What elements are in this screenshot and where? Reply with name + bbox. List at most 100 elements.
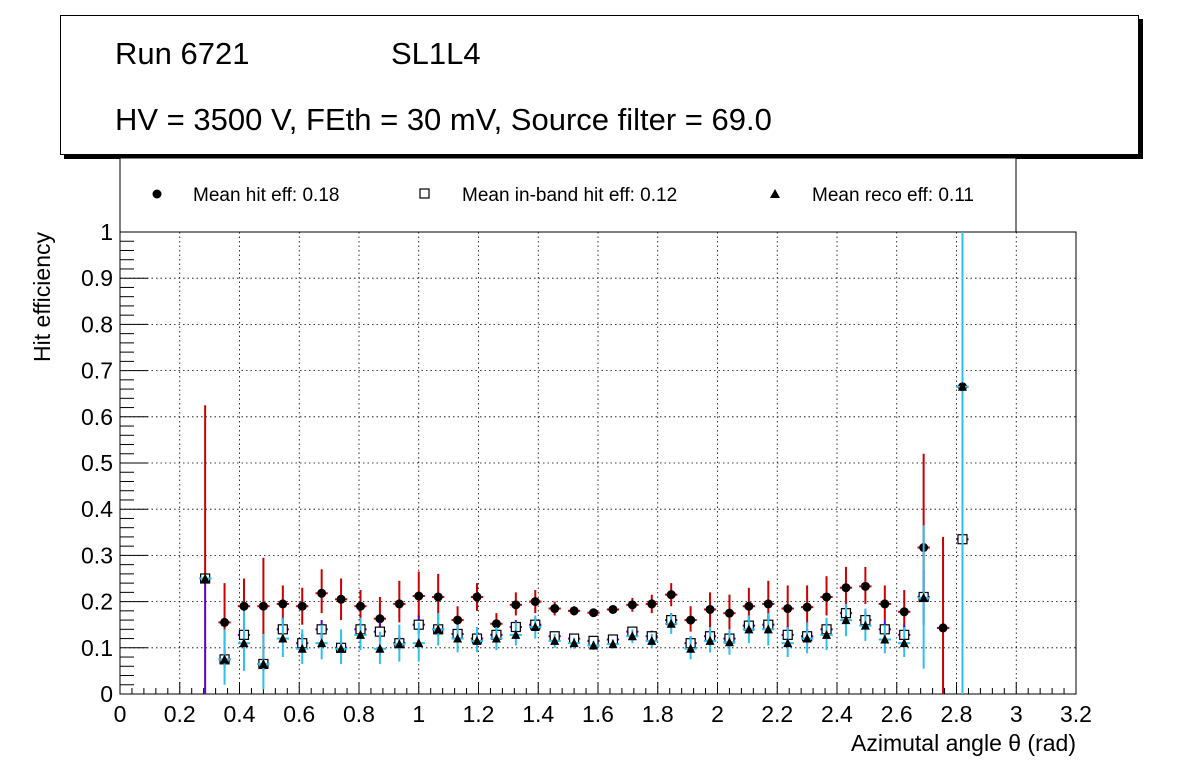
hit-eff-point: [336, 594, 346, 604]
x-tick-label: 0.4: [224, 701, 256, 727]
reco-eff-point: [744, 624, 754, 634]
run-label: Run 6721: [115, 36, 250, 71]
y-tick-label: 0.3: [81, 542, 113, 568]
legend-inband-marker: [419, 188, 430, 199]
reco-eff-point: [569, 638, 579, 648]
hit-eff-point: [569, 606, 579, 616]
reco-eff-point: [957, 381, 967, 391]
hit-eff-point: [589, 608, 599, 618]
reco-eff-point: [433, 624, 443, 634]
legend-inband-label: Mean in-band hit eff: 0.12: [462, 185, 677, 206]
reco-eff-point: [627, 631, 637, 641]
y-tick-label: 0.5: [81, 450, 113, 476]
reco-eff-point: [394, 639, 404, 649]
reco-eff-point: [414, 638, 424, 648]
data-points: [199, 232, 969, 694]
reco-eff-point: [511, 629, 521, 639]
hit-eff-point: [841, 583, 851, 593]
hit-eff-point: [530, 597, 540, 607]
hit-eff-point: [220, 617, 230, 627]
hit-eff-point: [802, 602, 812, 612]
hit-eff-point: [433, 592, 443, 602]
x-tick-label: 0.8: [343, 701, 375, 727]
x-tick-label: 2.2: [761, 701, 793, 727]
reco-eff-point: [530, 622, 540, 632]
reco-eff-point: [355, 629, 365, 639]
hit-eff-point: [491, 619, 501, 629]
hit-eff-point: [763, 599, 773, 609]
reco-eff-point: [258, 658, 268, 668]
legend-reco-marker: [770, 189, 780, 198]
reco-eff-point: [220, 654, 230, 664]
hit-eff-point: [647, 599, 657, 609]
hit-eff-point: [550, 604, 560, 614]
hit-eff-point: [938, 623, 948, 633]
x-tick-label: 1: [412, 701, 425, 727]
x-tick-label: 0.6: [283, 701, 315, 727]
y-tick-label: 0.2: [81, 589, 113, 615]
layer-label: SL1L4: [391, 36, 481, 71]
hit-eff-point: [394, 599, 404, 609]
hit-eff-point: [705, 604, 715, 614]
x-tick-label: 3: [1010, 701, 1023, 727]
reco-eff-point: [647, 635, 657, 645]
hit-eff-point: [472, 592, 482, 602]
reco-eff-point: [453, 633, 463, 643]
hit-eff-point: [375, 614, 385, 624]
hit-eff-point: [239, 601, 249, 611]
y-tick-label: 0: [100, 681, 113, 707]
hit-eff-point: [822, 592, 832, 602]
legend-hit-marker: [152, 189, 162, 199]
hit-eff-point: [297, 601, 307, 611]
hit-eff-point: [666, 590, 676, 600]
reco-eff-point: [317, 638, 327, 648]
reco-eff-point: [608, 639, 618, 649]
hit-eff-point: [860, 581, 870, 591]
grid-lines: [120, 232, 1076, 694]
reco-eff-point: [278, 633, 288, 643]
reco-eff-point: [239, 638, 249, 648]
hit-eff-point: [453, 615, 463, 625]
reco-eff-point: [589, 640, 599, 650]
reco-eff-point: [880, 634, 890, 644]
reco-eff-point: [491, 633, 501, 643]
reco-eff-point: [297, 643, 307, 653]
reco-eff-point: [763, 624, 773, 634]
y-axis-label: Hit efficiency: [29, 232, 55, 362]
hit-eff-point: [317, 588, 327, 598]
hit-eff-point: [744, 601, 754, 611]
hit-eff-point: [511, 600, 521, 610]
x-tick-label: 0: [114, 701, 127, 727]
reco-eff-point: [550, 635, 560, 645]
hit-eff-point: [355, 601, 365, 611]
reco-eff-point: [705, 635, 715, 645]
reco-eff-point: [666, 618, 676, 628]
hit-eff-point: [608, 604, 618, 614]
x-tick-label: 2.4: [821, 701, 853, 727]
reco-eff-point: [841, 615, 851, 625]
y-tick-label: 0.9: [81, 265, 113, 291]
y-tick-label: 0.8: [81, 311, 113, 337]
reco-eff-point: [686, 643, 696, 653]
x-tick-label: 0.2: [164, 701, 196, 727]
x-tick-label: 3.2: [1060, 701, 1092, 727]
x-tick-label: 1.8: [642, 701, 674, 727]
y-tick-label: 1: [100, 219, 113, 245]
conditions-label: HV = 3500 V, FEth = 30 mV, Source filter…: [115, 102, 772, 137]
reco-eff-point: [783, 638, 793, 648]
hit-eff-point: [783, 604, 793, 614]
x-axis-label: Azimutal angle θ (rad): [851, 730, 1076, 756]
y-tick-label: 0.1: [81, 635, 113, 661]
x-tick-label: 2.8: [941, 701, 973, 727]
reco-eff-point: [802, 633, 812, 643]
reco-eff-point: [472, 635, 482, 645]
reco-eff-point: [860, 620, 870, 630]
hit-eff-point: [414, 591, 424, 601]
reco-eff-point: [899, 638, 909, 648]
reco-eff-point: [822, 629, 832, 639]
x-tick-label: 1.4: [522, 701, 554, 727]
hit-eff-point: [686, 615, 696, 625]
hit-eff-point: [899, 607, 909, 617]
x-tick-label: 1.6: [582, 701, 614, 727]
